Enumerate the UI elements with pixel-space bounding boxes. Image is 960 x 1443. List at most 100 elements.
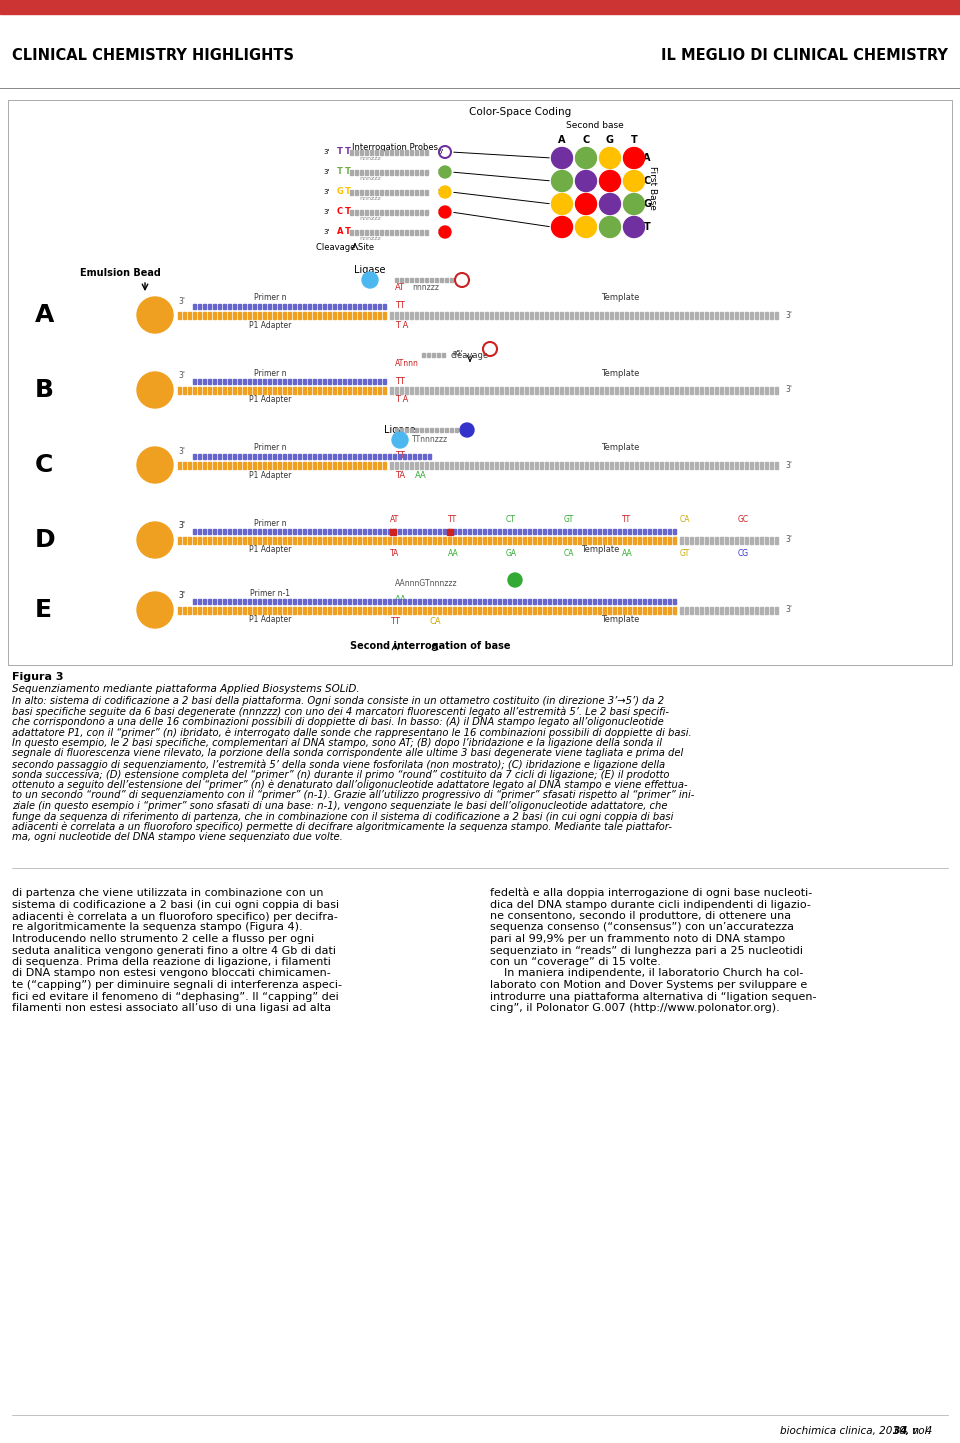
Bar	[365, 150, 368, 154]
Bar	[648, 528, 651, 534]
Bar	[378, 528, 381, 534]
Bar	[635, 387, 638, 394]
Bar	[640, 462, 643, 469]
Bar	[398, 453, 401, 459]
Bar	[183, 606, 186, 613]
Bar	[675, 462, 678, 469]
Text: funge da sequenza di riferimento di partenza, che in combinazione con il sistema: funge da sequenza di riferimento di part…	[12, 811, 673, 821]
Bar	[495, 312, 498, 319]
Bar	[528, 528, 531, 534]
Bar	[573, 606, 576, 613]
Bar	[378, 303, 381, 309]
Bar	[720, 606, 723, 613]
Bar	[675, 387, 678, 394]
Bar	[418, 606, 421, 613]
Bar	[258, 312, 261, 319]
Bar	[188, 387, 191, 394]
Bar	[735, 537, 738, 544]
Bar	[610, 312, 613, 319]
Bar	[523, 599, 526, 603]
Bar	[343, 599, 346, 603]
Text: P1 Adapter: P1 Adapter	[249, 616, 291, 625]
Bar	[593, 599, 596, 603]
Bar	[695, 537, 698, 544]
Bar	[488, 606, 491, 613]
Bar	[740, 606, 743, 613]
Bar	[488, 528, 491, 534]
Bar	[473, 537, 476, 544]
Bar	[715, 606, 718, 613]
Bar	[263, 378, 266, 384]
Bar	[625, 462, 628, 469]
Bar	[213, 303, 216, 309]
Circle shape	[137, 297, 173, 333]
Bar	[505, 312, 508, 319]
Bar	[590, 387, 593, 394]
Bar	[775, 387, 778, 394]
Text: TT: TT	[395, 452, 405, 460]
Bar	[213, 462, 216, 469]
Bar	[428, 599, 431, 603]
Bar	[633, 606, 636, 613]
Bar	[530, 462, 533, 469]
Circle shape	[599, 216, 620, 238]
Bar	[338, 303, 341, 309]
Bar	[615, 462, 618, 469]
Bar	[313, 599, 316, 603]
Bar	[475, 387, 478, 394]
Bar	[323, 528, 326, 534]
Bar	[223, 453, 226, 459]
Text: adiacenti è correlata a un fluoroforo specifico) permette di decifrare algoritmi: adiacenti è correlata a un fluoroforo sp…	[12, 823, 672, 833]
Text: adiacenti è correlata a un fluoroforo specifico) per decifra-: adiacenti è correlata a un fluoroforo sp…	[12, 911, 338, 922]
Bar	[623, 537, 626, 544]
Bar	[400, 312, 403, 319]
Text: P1 Adapter: P1 Adapter	[249, 470, 291, 479]
Bar	[435, 429, 438, 431]
Text: In alto: sistema di codificazione a 2 basi della piattaforma. Ogni sonda consist: In alto: sistema di codificazione a 2 ba…	[12, 696, 664, 706]
Bar	[700, 387, 703, 394]
Bar	[700, 462, 703, 469]
Bar	[380, 150, 383, 154]
Bar	[293, 312, 296, 319]
Bar	[258, 378, 261, 384]
Bar	[268, 462, 271, 469]
Bar	[630, 462, 633, 469]
Bar	[283, 453, 286, 459]
Text: T: T	[345, 147, 351, 156]
Bar	[568, 537, 571, 544]
Bar	[558, 537, 561, 544]
Bar	[442, 354, 445, 356]
Bar	[360, 189, 363, 195]
Text: 3': 3'	[324, 189, 330, 195]
Bar	[765, 462, 768, 469]
Bar	[198, 387, 201, 394]
Bar	[373, 387, 376, 394]
Text: ne consentono, secondo il produttore, di ottenere una: ne consentono, secondo il produttore, di…	[490, 911, 791, 921]
Bar	[538, 528, 541, 534]
Bar	[525, 387, 528, 394]
Bar	[480, 312, 483, 319]
Bar	[650, 387, 653, 394]
Bar	[288, 462, 291, 469]
Bar	[468, 606, 471, 613]
Bar	[533, 599, 536, 603]
Bar	[248, 528, 251, 534]
Bar	[663, 528, 666, 534]
Bar	[468, 537, 471, 544]
Bar	[283, 303, 286, 309]
Bar	[655, 387, 658, 394]
Bar	[535, 387, 538, 394]
Bar	[293, 599, 296, 603]
Circle shape	[439, 166, 451, 177]
Bar	[253, 599, 256, 603]
Bar	[570, 462, 573, 469]
Text: introdurre una piattaforma alternativa di “ligation sequen-: introdurre una piattaforma alternativa d…	[490, 991, 817, 1001]
Bar	[438, 606, 441, 613]
Bar	[573, 537, 576, 544]
Bar	[488, 599, 491, 603]
Bar	[415, 229, 418, 235]
Bar	[390, 229, 393, 235]
Bar	[373, 599, 376, 603]
Bar	[593, 606, 596, 613]
Bar	[268, 599, 271, 603]
